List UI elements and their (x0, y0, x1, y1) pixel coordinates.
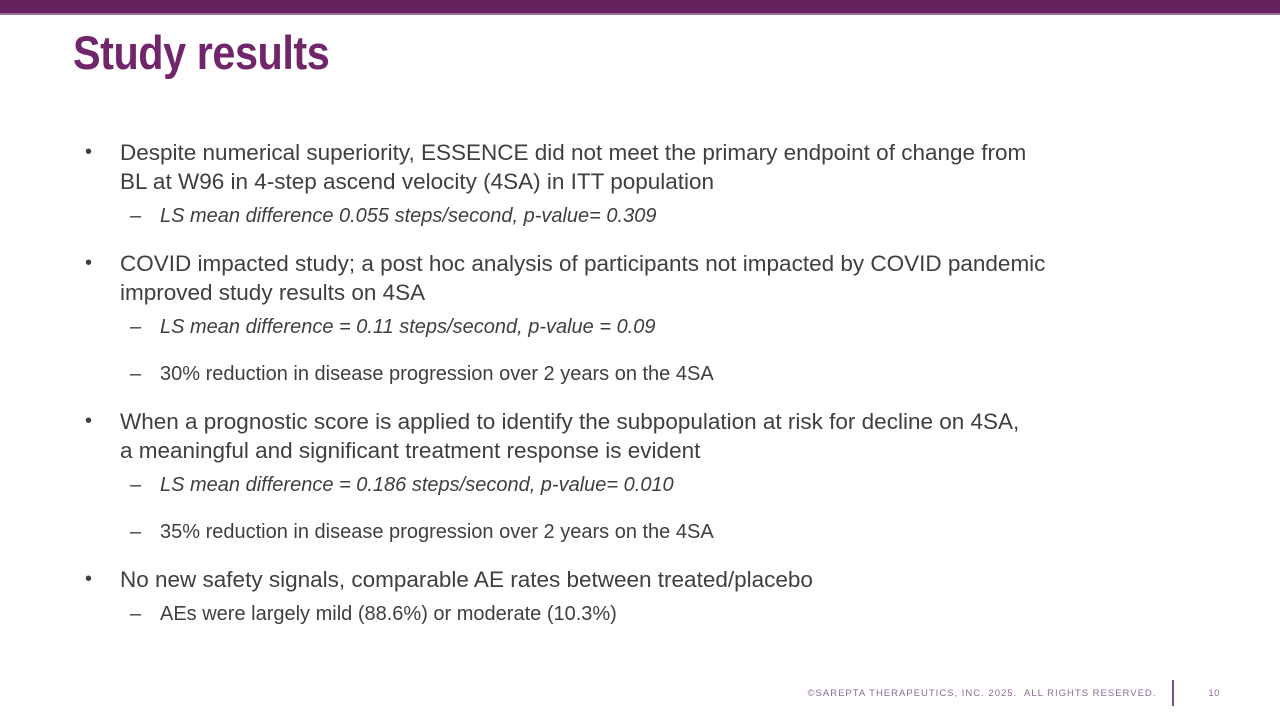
bullet-item: • Despite numerical superiority, ESSENCE… (85, 138, 1240, 196)
bullet-line: Despite numerical superiority, ESSENCE d… (120, 140, 1027, 165)
sub-bullet-text: AEs were largely mild (88.6%) or moderat… (160, 603, 617, 625)
sub-bullet-item: – AEs were largely mild (88.6%) or moder… (130, 602, 1240, 627)
sub-bullet-marker: – (130, 205, 142, 227)
bullet-line: a meaningful and significant treatment r… (120, 438, 701, 463)
bullet-line: COVID impacted study; a post hoc analysi… (120, 251, 1046, 276)
page-number: 10 (1208, 687, 1220, 699)
bullet-group: • COVID impacted study; a post hoc analy… (85, 249, 1240, 387)
bullet-line: No new safety signals, comparable AE rat… (120, 567, 813, 592)
footer-divider (1172, 680, 1175, 706)
bullet-item: • COVID impacted study; a post hoc analy… (85, 249, 1240, 307)
sub-bullet-text: LS mean difference = 0.186 steps/second,… (160, 474, 674, 496)
sub-bullet-text: 30% reduction in disease progression ove… (160, 363, 714, 385)
bullet-group: • When a prognostic score is applied to … (85, 407, 1240, 545)
sub-bullet-marker: – (130, 474, 142, 496)
bullet-marker: • (85, 141, 93, 163)
sub-bullet-item: – LS mean difference = 0.11 steps/second… (130, 315, 1240, 340)
sub-bullet-marker: – (130, 316, 142, 338)
sub-bullet-item: – 35% reduction in disease progression o… (130, 520, 1240, 545)
sub-bullet-text: 35% reduction in disease progression ove… (160, 521, 714, 543)
bullet-text: Despite numerical superiority, ESSENCE d… (120, 138, 1026, 196)
bullet-marker: • (85, 410, 93, 432)
sub-bullet-item: – 30% reduction in disease progression o… (130, 362, 1240, 387)
sub-bullet-text: LS mean difference 0.055 steps/second, p… (160, 205, 657, 227)
bullet-text: When a prognostic score is applied to id… (120, 407, 1019, 465)
sub-bullet-marker: – (130, 363, 142, 385)
bullet-text: COVID impacted study; a post hoc analysi… (120, 249, 1045, 307)
copyright-text: ©SAREPTA THERAPEUTICS, INC. 2025. ALL RI… (807, 687, 1157, 699)
bullet-line: When a prognostic score is applied to id… (120, 409, 1020, 434)
sub-bullet-text: LS mean difference = 0.11 steps/second, … (160, 316, 656, 338)
bullet-marker: • (85, 568, 93, 590)
top-accent-bar (0, 0, 1280, 15)
bullet-text: No new safety signals, comparable AE rat… (120, 565, 813, 594)
bullet-item: • No new safety signals, comparable AE r… (85, 565, 1240, 594)
sub-bullet-item: – LS mean difference 0.055 steps/second,… (130, 204, 1240, 229)
sub-bullet-marker: – (130, 603, 142, 625)
sub-bullet-item: – LS mean difference = 0.186 steps/secon… (130, 473, 1240, 498)
bullet-list: • Despite numerical superiority, ESSENCE… (85, 138, 1240, 647)
bullet-line: improved study results on 4SA (120, 280, 426, 305)
bullet-marker: • (85, 252, 93, 274)
bullet-line: BL at W96 in 4-step ascend velocity (4SA… (120, 169, 715, 194)
page-title: Study results (73, 26, 330, 79)
slide-footer: ©SAREPTA THERAPEUTICS, INC. 2025. ALL RI… (808, 680, 1280, 706)
bullet-group: • Despite numerical superiority, ESSENCE… (85, 138, 1240, 229)
bullet-item: • When a prognostic score is applied to … (85, 407, 1240, 465)
sub-bullet-marker: – (130, 521, 142, 543)
bullet-group: • No new safety signals, comparable AE r… (85, 565, 1240, 627)
